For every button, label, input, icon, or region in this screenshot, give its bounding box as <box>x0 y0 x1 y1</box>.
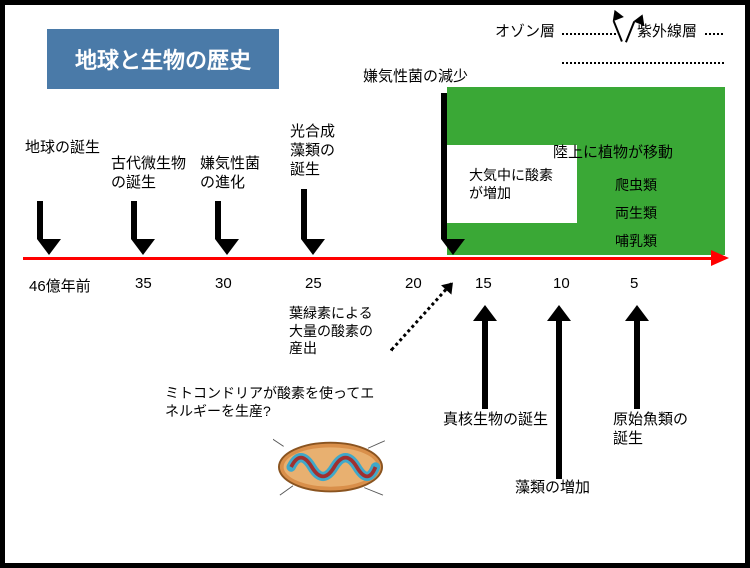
animal-reptile: 爬虫類 <box>615 177 657 195</box>
tick-30: 30 <box>215 275 232 292</box>
event-ancient-microbe: 古代微生物 の誕生 <box>111 155 186 193</box>
dotted-3 <box>705 33 723 35</box>
animal-mammal: 哺乳類 <box>615 233 657 251</box>
tick-20: 20 <box>405 275 422 292</box>
timeline <box>23 257 711 260</box>
event-algae-inc: 藻類の増加 <box>515 479 590 498</box>
arrow-algae-inc <box>547 305 571 479</box>
tick-25: 25 <box>305 275 322 292</box>
title-box: 地球と生物の歴史 <box>47 29 279 89</box>
event-eukaryote: 真核生物の誕生 <box>443 411 548 430</box>
tick-10: 10 <box>553 275 570 292</box>
event-fish: 原始魚類の 誕生 <box>613 411 688 449</box>
dotted-2 <box>562 62 724 64</box>
ozone-label: オゾン層 <box>495 23 555 42</box>
event-earth-birth: 地球の誕生 <box>25 139 100 158</box>
event-land-plants: 陸上に植物が移動 <box>553 144 673 163</box>
mitochondria-icon <box>273 437 388 497</box>
event-anaerobic-evo: 嫌気性菌 の進化 <box>200 155 260 193</box>
thin-arrow-1 <box>609 12 621 42</box>
tick-35: 35 <box>135 275 152 292</box>
event-oxygen-inc: 大気中に酸素 が増加 <box>469 167 553 202</box>
diagram-frame: 地球と生物の歴史 46億年前 35 30 25 20 15 10 5 地球の誕生… <box>0 0 750 568</box>
thin-arrow-2 <box>625 12 637 42</box>
timeline-arrowhead <box>711 250 729 266</box>
animal-amphibian: 両生類 <box>615 205 657 223</box>
arrow-eukaryote <box>473 305 497 409</box>
event-anaerobic-dec: 嫌気性菌の減少 <box>363 68 468 87</box>
tick-15: 15 <box>475 275 492 292</box>
arrow-fish <box>625 305 649 409</box>
title-text: 地球と生物の歴史 <box>75 48 251 73</box>
dashed-arrow <box>390 283 452 352</box>
tick-46: 46億年前 <box>29 275 91 296</box>
uv-label: 紫外線層 <box>637 23 697 42</box>
dotted-1 <box>562 33 616 35</box>
event-mito-energy: ミトコンドリアが酸素を使ってエ ネルギーを生産? <box>165 385 374 420</box>
tick-5: 5 <box>630 275 638 292</box>
event-photosynth-algae: 光合成 藻類の 誕生 <box>290 123 335 179</box>
event-chlorophyll-o2: 葉緑素による 大量の酸素の 産出 <box>289 305 373 358</box>
